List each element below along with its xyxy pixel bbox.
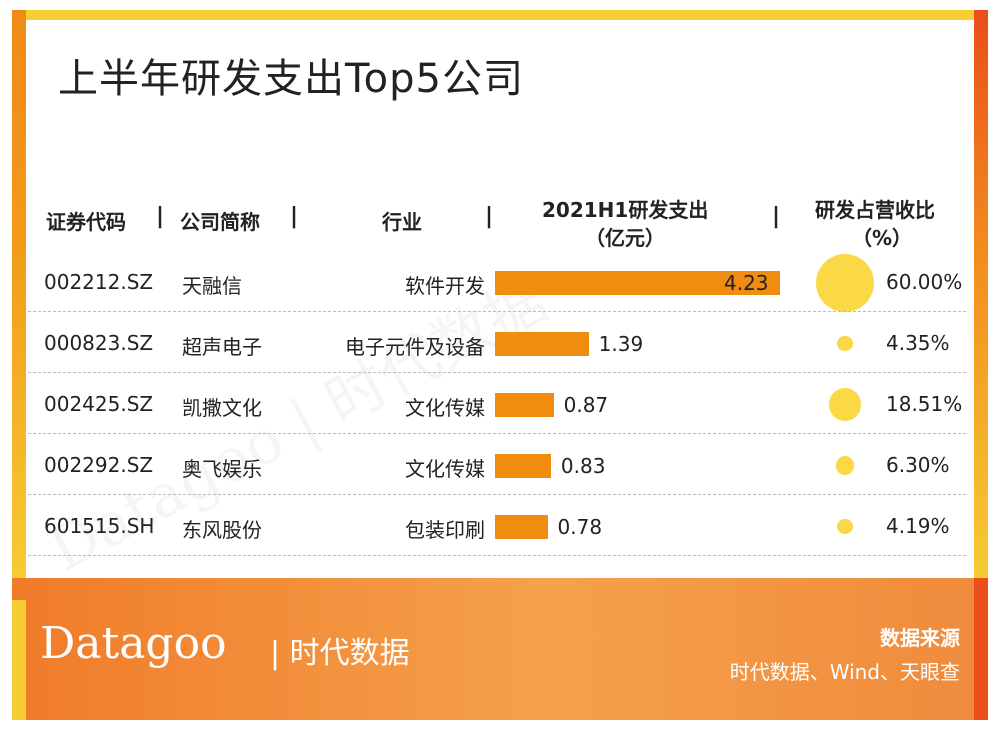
row-divider: [28, 433, 966, 434]
frame-right-border: [974, 10, 988, 590]
footer-left-accent: [12, 600, 26, 720]
row-industry: 电子元件及设备: [345, 334, 485, 359]
logo: Datagoo: [40, 618, 227, 669]
frame-left-border: [12, 10, 26, 590]
row-code: 000823.SZ: [44, 330, 154, 355]
bar: [495, 514, 548, 539]
row-industry: 包装印刷: [405, 517, 485, 542]
header-ratio-unit: （%）: [852, 226, 913, 250]
ratio-dot: [816, 253, 874, 312]
bar-value-label: 0.78: [557, 514, 603, 539]
row-name: 奥飞娱乐: [182, 456, 262, 481]
header-industry: 行业: [382, 210, 422, 234]
header-separator: |: [156, 204, 165, 229]
ratio-dot: [835, 456, 855, 475]
row-name: 凯撒文化: [182, 395, 262, 420]
bar-value-label: 0.87: [563, 392, 609, 417]
ratio-label: 18.51%: [886, 391, 963, 416]
bar: [495, 453, 551, 478]
footer-right-accent: [974, 578, 988, 720]
row-code: 002212.SZ: [44, 269, 154, 294]
header-separator: |: [290, 204, 299, 229]
row-industry: 文化传媒: [405, 395, 485, 420]
logo-cn: | 时代数据: [270, 636, 410, 671]
header-separator: |: [485, 204, 494, 229]
row-divider: [28, 494, 966, 495]
header-spend: 2021H1研发支出: [542, 198, 709, 222]
row-divider: [28, 372, 966, 373]
header-spend-unit: （亿元）: [585, 226, 665, 250]
row-name: 天融信: [182, 273, 242, 298]
header-name: 公司简称: [180, 210, 260, 234]
row-name: 东风股份: [182, 517, 262, 542]
ratio-label: 60.00%: [886, 269, 963, 294]
row-industry: 文化传媒: [405, 456, 485, 481]
row-industry: 软件开发: [405, 273, 485, 298]
row-name: 超声电子: [182, 334, 262, 359]
ratio-dot: [828, 388, 862, 421]
row-divider: [28, 311, 966, 312]
bar-value-label: 0.83: [560, 453, 606, 478]
source-title: 数据来源: [880, 626, 960, 650]
ratio-label: 4.19%: [886, 513, 950, 538]
ratio-label: 4.35%: [886, 330, 950, 355]
bar: [495, 331, 589, 356]
header-separator: |: [772, 204, 781, 229]
header-code: 证券代码: [46, 210, 126, 234]
bar: [495, 392, 554, 417]
source-body: 时代数据、Wind、天眼查: [729, 660, 960, 684]
ratio-dot: [837, 335, 853, 352]
header-ratio: 研发占营收比: [815, 198, 935, 222]
chart-title: 上半年研发支出Top5公司: [58, 56, 524, 102]
ratio-label: 6.30%: [886, 452, 950, 477]
row-code: 002425.SZ: [44, 391, 154, 416]
bar-value-label: 4.23: [724, 270, 769, 295]
row-divider: [28, 555, 966, 556]
footer-banner: [12, 578, 988, 720]
row-code: 002292.SZ: [44, 452, 154, 477]
bar-value-label: 1.39: [598, 331, 644, 356]
frame-top-border: [12, 10, 988, 20]
bar: [495, 270, 780, 295]
ratio-dot: [837, 518, 853, 535]
row-code: 601515.SH: [44, 513, 155, 538]
